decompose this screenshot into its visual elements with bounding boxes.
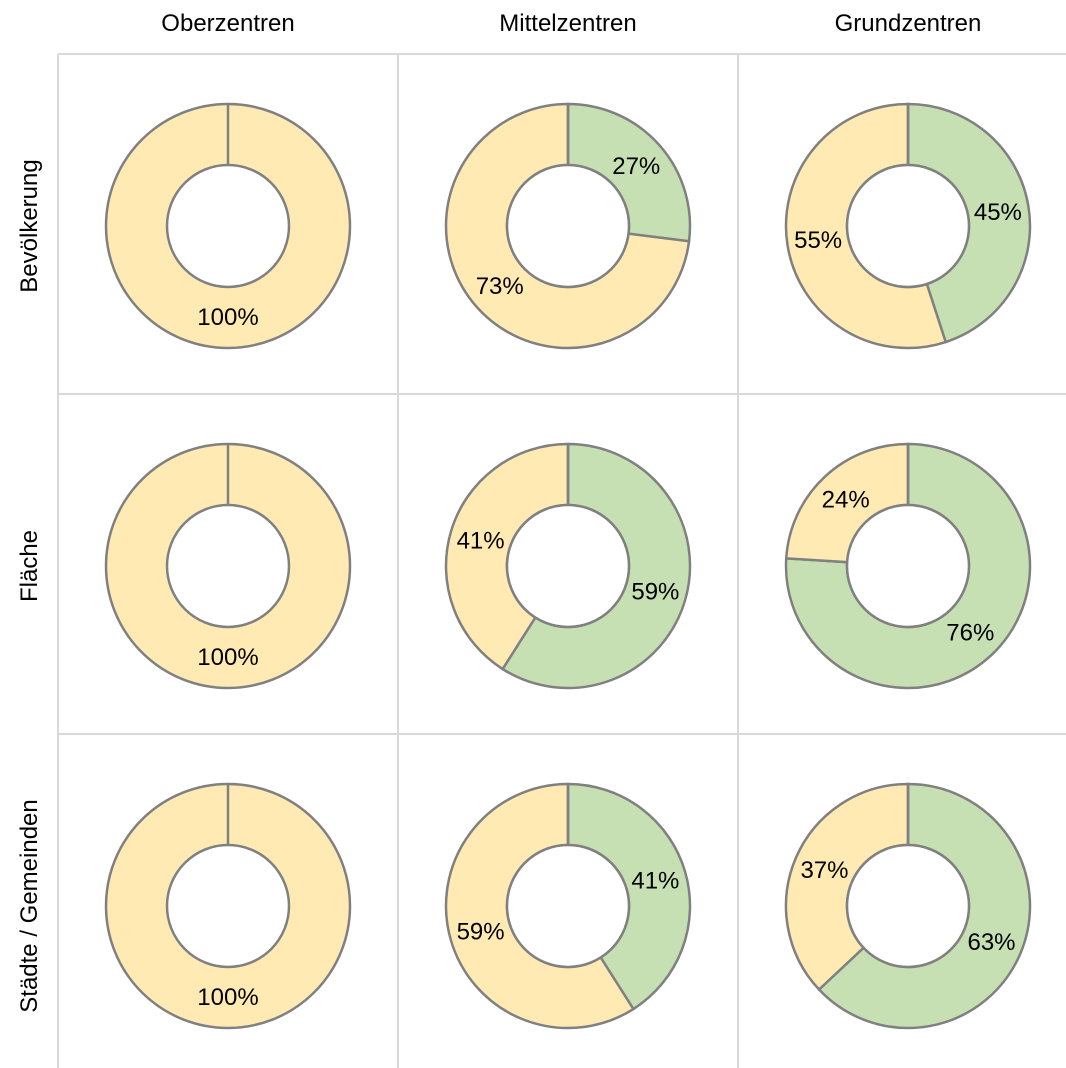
slice-label-yellow: 55% [794,227,842,254]
donut-hole [165,843,291,969]
donut-panel: 100% [104,102,352,350]
slice-label-yellow: 100% [197,644,258,671]
donut-hole [165,503,291,629]
row-title: Fläche [16,530,43,602]
column-title: Oberzentren [161,10,294,37]
donut-panel: 41% 59% [444,782,692,1030]
row-title: Städte / Gemeinden [16,799,43,1012]
donut-panel: 100% [104,782,352,1030]
donut-panel: 45% 55% [784,102,1032,350]
donut-hole [165,163,291,289]
donut-hole [845,163,971,289]
slice-label-green: 59% [631,578,679,605]
donut-panels: 100%27%73%45%55%100%59%41%76%24%100%41%5… [104,102,1032,1030]
column-titles: Oberzentren Mittelzentren Grundzentren [161,10,981,37]
slice-label-yellow: 100% [197,304,258,331]
donut-hole [505,163,631,289]
donut-hole [505,503,631,629]
donut-panel: 63% 37% [784,782,1032,1030]
panel-grid [57,53,1066,1068]
column-title: Mittelzentren [499,10,636,37]
slice-label-yellow: 73% [476,273,524,300]
row-titles: Bevölkerung Fläche Städte / Gemeinden [16,159,43,1012]
donut-hole [845,503,971,629]
slice-label-green: 45% [974,199,1022,226]
slice-label-green: 76% [946,619,994,646]
donut-panel: 100% [104,442,352,690]
donut-hole [505,843,631,969]
slice-label-yellow: 59% [457,918,505,945]
slice-label-yellow: 41% [457,528,505,555]
donut-hole [845,843,971,969]
slice-label-green: 63% [967,929,1015,956]
slice-label-yellow: 37% [800,857,848,884]
donut-panel: 27% 73% [444,102,692,350]
donut-panel: 76% 24% [784,442,1032,690]
slice-label-green: 27% [612,153,660,180]
donut-panel: 59% 41% [444,442,692,690]
column-title: Grundzentren [835,10,982,37]
row-title: Bevölkerung [16,159,43,292]
slice-label-yellow: 24% [822,487,870,514]
slice-label-green: 41% [631,868,679,895]
slice-label-yellow: 100% [197,984,258,1011]
